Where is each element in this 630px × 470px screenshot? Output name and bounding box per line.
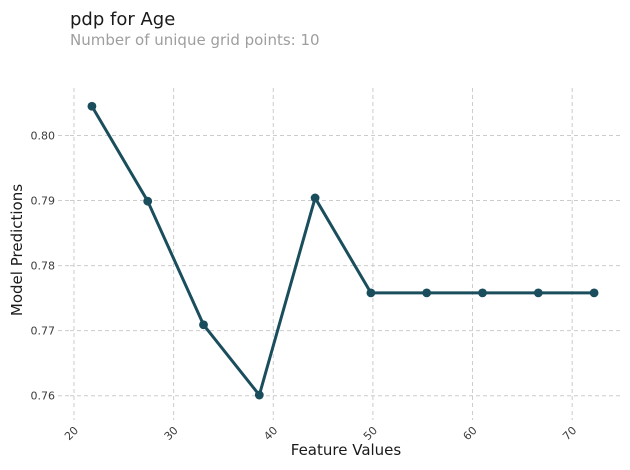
y-tick-label: 0.80 <box>31 129 56 142</box>
y-tick-label: 0.79 <box>31 195 56 208</box>
series-markers <box>87 101 599 400</box>
x-gridlines <box>73 88 573 420</box>
y-tick-label: 0.76 <box>31 390 56 403</box>
y-tick-labels: 0.80 0.79 0.78 0.77 0.76 <box>31 129 56 402</box>
data-point-marker <box>589 288 599 298</box>
y-tick-label: 0.78 <box>31 260 56 273</box>
data-point-marker <box>533 288 543 298</box>
data-point-marker <box>199 320 208 330</box>
chart-subtitle: Number of unique grid points: 10 <box>70 31 320 49</box>
data-point-marker <box>366 288 376 298</box>
data-point-marker <box>254 390 264 400</box>
data-point-marker <box>422 288 432 298</box>
y-gridlines <box>58 134 622 397</box>
series-line <box>90 104 596 397</box>
x-axis-label: Feature Values <box>290 441 402 459</box>
y-tick-label: 0.77 <box>31 325 56 338</box>
chart-title: pdp for Age <box>70 9 176 30</box>
data-point-marker <box>87 101 97 111</box>
data-point-marker <box>143 196 153 206</box>
data-point-marker <box>478 288 487 298</box>
series <box>90 104 596 397</box>
data-point-marker <box>310 193 320 203</box>
